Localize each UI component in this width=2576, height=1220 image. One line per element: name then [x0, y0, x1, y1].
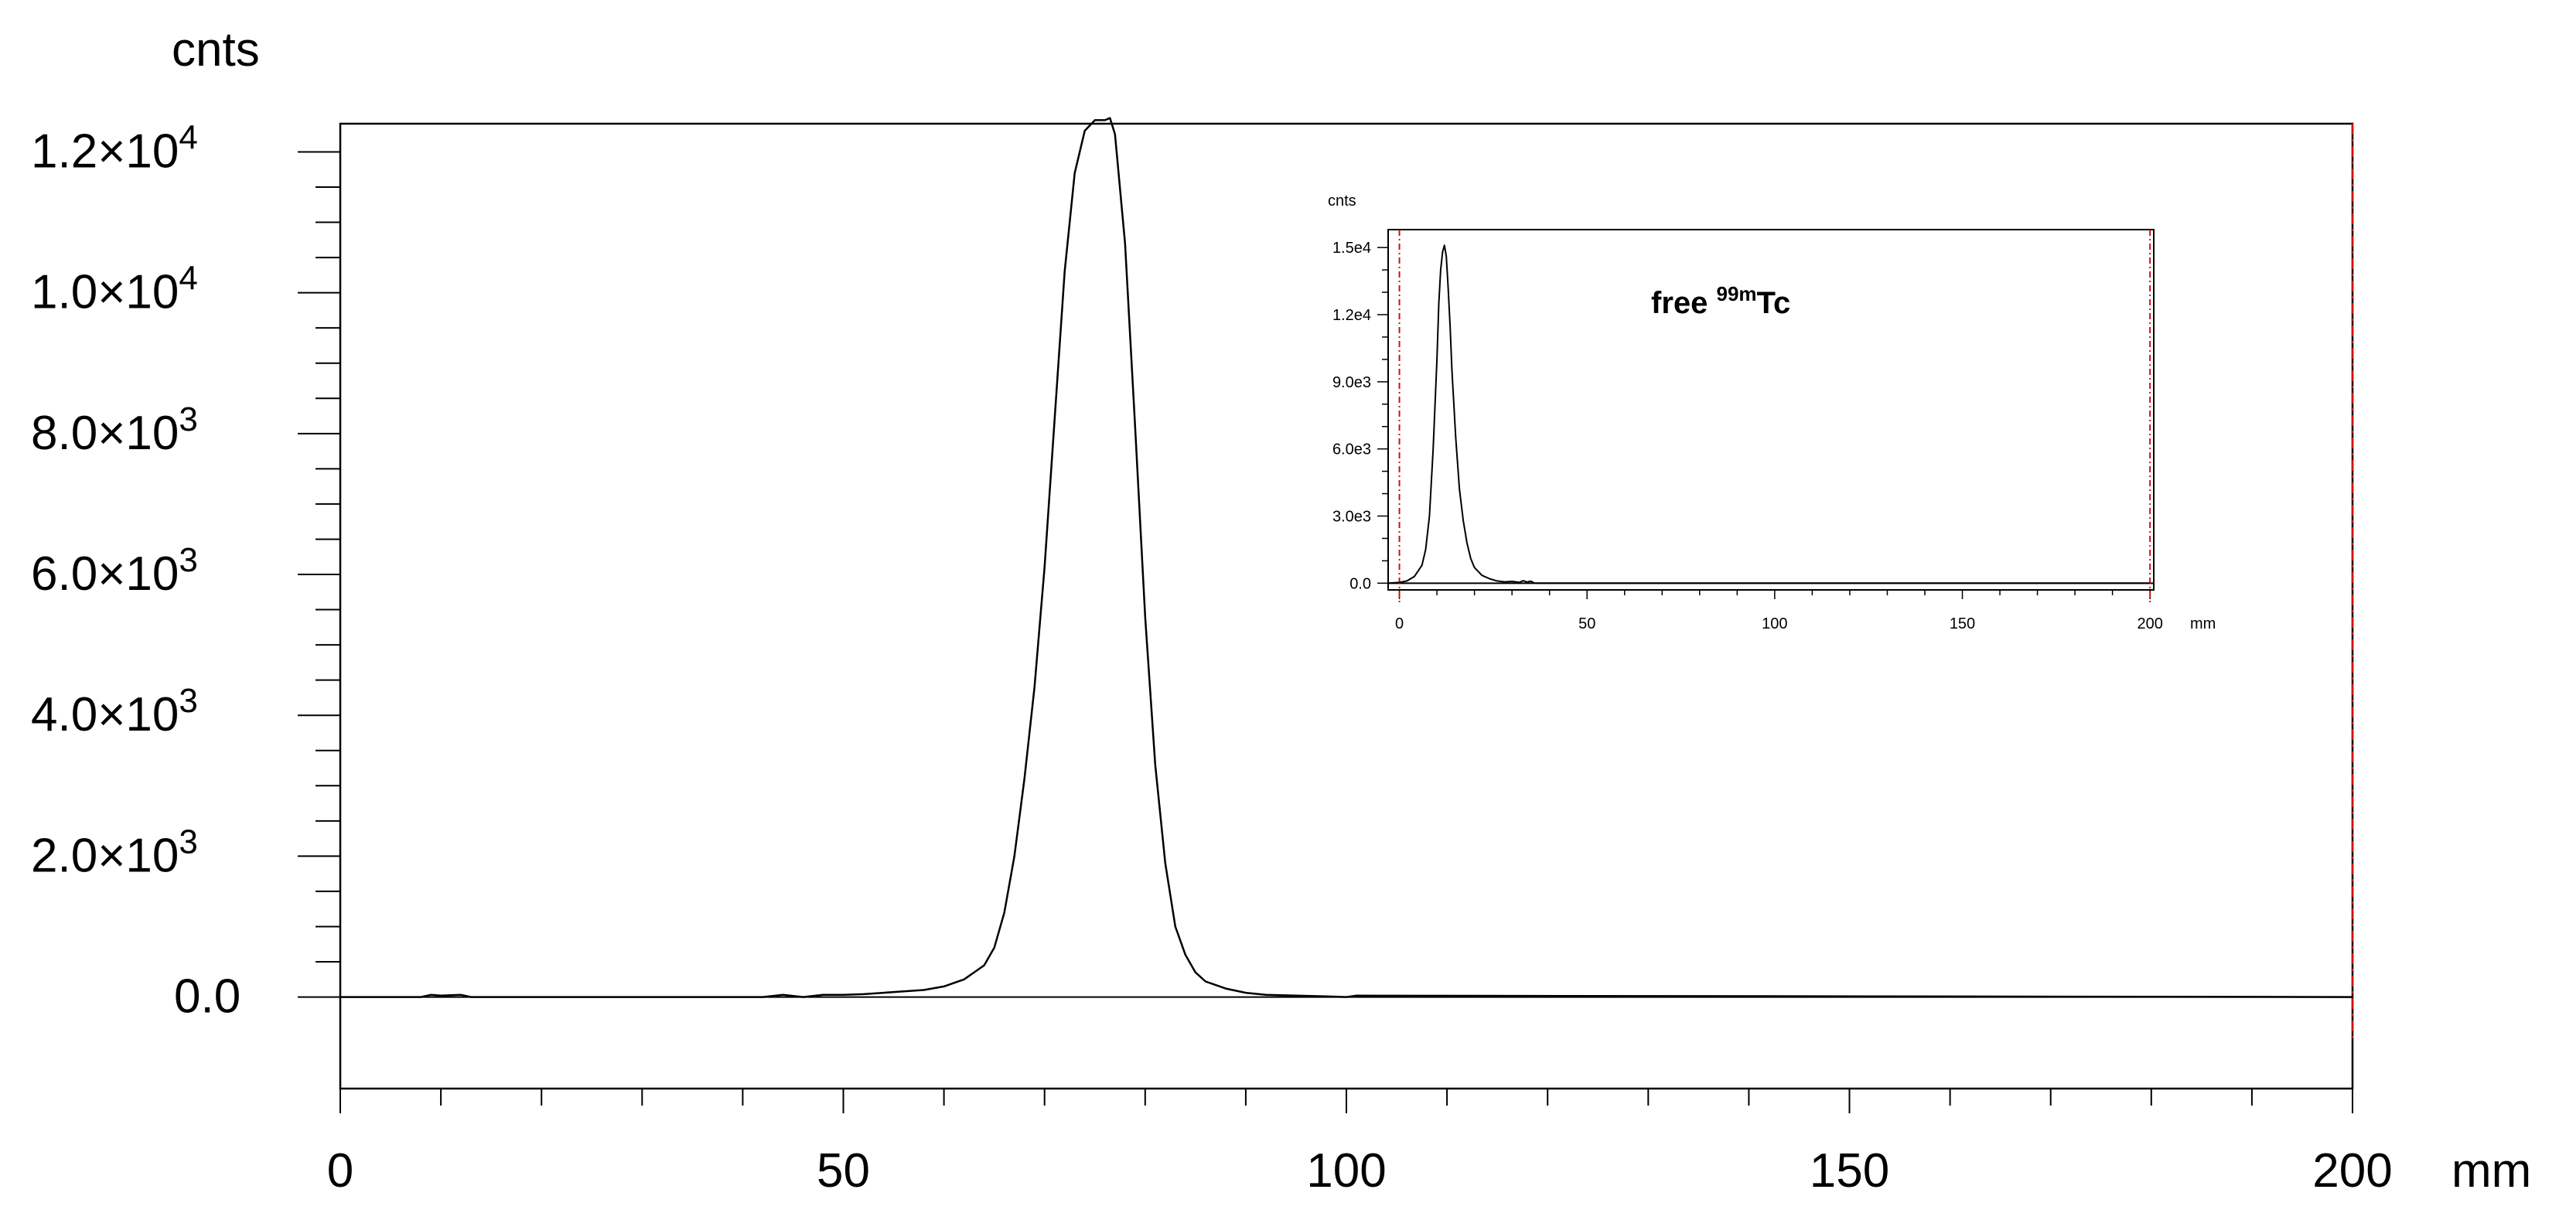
- main-x-tick-label: 0: [327, 1144, 353, 1198]
- main-y-tick-mantissa: 8.0×10: [31, 407, 179, 460]
- main-y-tick-mantissa: 6.0×10: [31, 547, 179, 601]
- main-series-group: [340, 117, 2353, 998]
- inset-annotation: free 99mTc: [1651, 282, 1790, 320]
- main-y-axis-label: cnts: [172, 23, 260, 77]
- main-y-tick-exponent: 3: [179, 682, 197, 720]
- inset-y-tick-label: 6.0e3: [1332, 441, 1371, 458]
- main-y-tick-label: 0.0: [174, 970, 241, 1024]
- inset-chromatogram-chart: cnts mm 0.0 3.0e3 6.0e3 9.0e3 1.2e4 1.5e4 0 50 1…: [1328, 193, 2216, 632]
- inset-series-group: [1387, 244, 2151, 584]
- annotation-superscript: 99m: [1717, 282, 1757, 305]
- main-y-tick-exponent: 3: [179, 400, 197, 438]
- main-y-tick-mantissa: 0.0: [174, 970, 241, 1024]
- inset-x-tick-label: 150: [1950, 615, 1975, 632]
- main-y-tick-exponent: 3: [179, 541, 197, 579]
- main-series-line: [340, 117, 2353, 998]
- inset-x-tick-label: 0: [1395, 615, 1404, 632]
- main-y-tick-mantissa: 1.2×10: [31, 124, 179, 178]
- inset-y-tick-label: 1.2e4: [1332, 307, 1371, 324]
- main-x-tick-label: 50: [817, 1144, 870, 1198]
- inset-y-tick-label: 9.0e3: [1332, 374, 1371, 391]
- inset-y-tick-label: 0.0: [1349, 575, 1371, 592]
- main-y-tick-label: 2.0×103: [31, 823, 198, 882]
- main-y-tick-label: 4.0×103: [31, 682, 198, 741]
- main-y-tick-label: 1.0×104: [31, 260, 198, 319]
- inset-y-axis-label: cnts: [1328, 193, 1356, 210]
- main-x-tick-label: 150: [1810, 1144, 1889, 1198]
- main-y-tick-mantissa: 1.0×10: [31, 266, 179, 319]
- main-chromatogram-chart: cnts mm 0.02.0×1034.0×1036.0×1038.0×1031…: [31, 23, 2531, 1198]
- inset-y-tick-label: 1.5e4: [1332, 240, 1371, 257]
- main-x-tick-label: 200: [2312, 1144, 2392, 1198]
- main-plot-frame: [339, 122, 2354, 1090]
- annotation-prefix: free: [1651, 286, 1717, 320]
- inset-x-tick-label: 100: [1762, 615, 1787, 632]
- main-y-tick-exponent: 4: [179, 118, 197, 156]
- main-y-tick-label: 8.0×103: [31, 400, 198, 460]
- inset-x-tick-label: 50: [1578, 615, 1595, 632]
- main-x-tick-label: 100: [1306, 1144, 1386, 1198]
- main-y-tick-mantissa: 4.0×10: [31, 688, 179, 741]
- main-y-tick-exponent: 3: [179, 823, 197, 860]
- inset-y-tick-label: 3.0e3: [1332, 508, 1371, 525]
- main-axis-ticks: 0.02.0×1034.0×1036.0×1038.0×1031.0×1041.…: [31, 118, 2393, 1198]
- main-y-tick-label: 6.0×103: [31, 541, 198, 601]
- annotation-suffix: Tc: [1757, 286, 1791, 320]
- main-y-tick-label: 1.2×104: [31, 118, 198, 178]
- inset-x-tick-label: 200: [2137, 615, 2162, 632]
- main-y-tick-exponent: 4: [179, 260, 197, 298]
- inset-series-line: [1387, 244, 2151, 584]
- main-x-axis-label: mm: [2451, 1144, 2531, 1198]
- main-y-tick-mantissa: 2.0×10: [31, 829, 179, 882]
- inset-plot-frame: [1387, 229, 2155, 591]
- inset-x-axis-label: mm: [2190, 615, 2216, 632]
